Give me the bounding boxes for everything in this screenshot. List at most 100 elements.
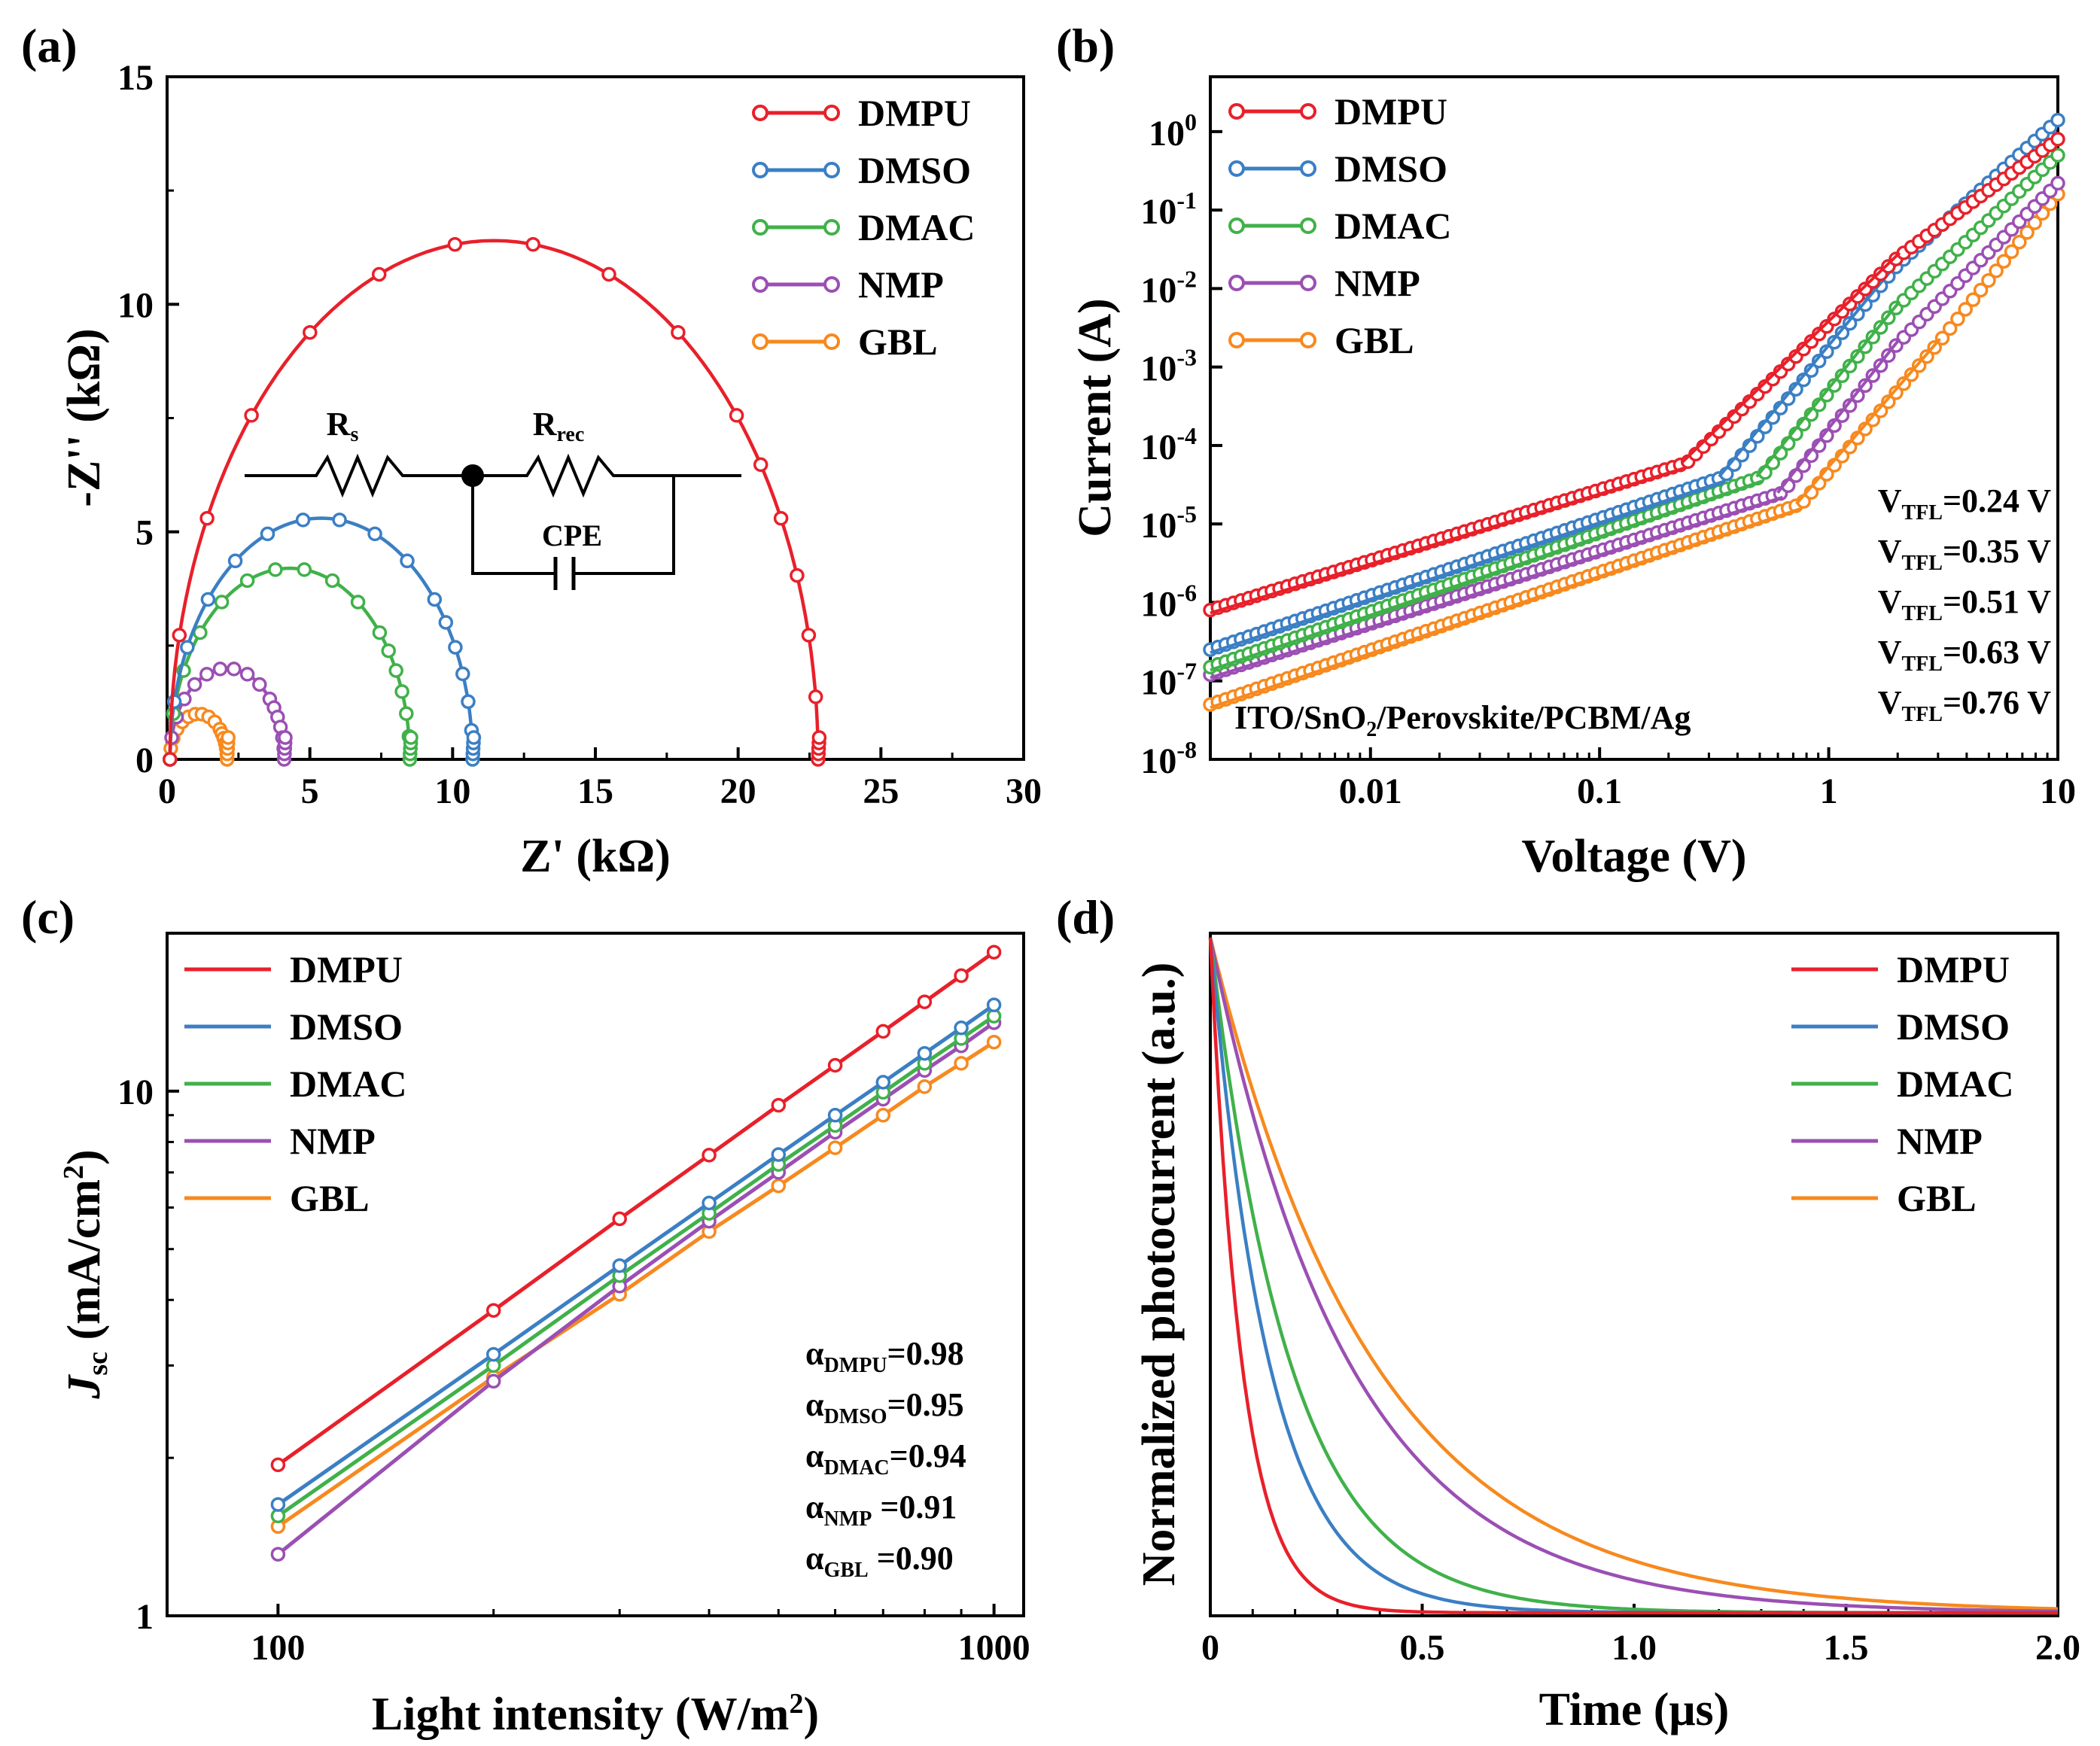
fit-tfl (1680, 251, 1901, 464)
data-point (702, 1195, 717, 1211)
data-point (270, 1497, 286, 1512)
ytick-exp: -6 (1176, 579, 1197, 606)
panel-d-series (1208, 937, 2059, 1615)
panel-d-ylabel: Normalized photocurrent (a.u.) (1134, 963, 1185, 1586)
data-point (1827, 334, 1842, 350)
alpha-symbol: α (805, 1386, 824, 1423)
legend-marker-dmso (752, 162, 768, 178)
data-point (447, 236, 463, 252)
panel-b-ytick-label: 10-4 (1140, 422, 1197, 467)
data-point (388, 663, 403, 678)
legend-marker-nmp (1228, 275, 1245, 291)
panel-a-xtick-label: 0 (158, 771, 176, 811)
ytick-base: 10 (1140, 584, 1176, 624)
legend-label-dmso: DMSO (1335, 148, 1447, 190)
data-point (1881, 394, 1896, 409)
series-line-gbl (1208, 937, 2059, 1611)
series-nmp (1208, 937, 2059, 1614)
panel-c-ylabel: Jsc (mA/cm2) (58, 1149, 114, 1399)
data-point (986, 944, 1002, 960)
vtfl-sub: TFL (1901, 602, 1942, 625)
panel-d-label: (d) (1056, 890, 1115, 944)
vtfl-label-dmpu: VTFL=0.24 V (1878, 482, 2052, 525)
ytick-base: 10 (1140, 663, 1176, 703)
vtfl-v: V (1878, 634, 1902, 671)
fit-ohmic (1210, 479, 1763, 672)
series-dmac (163, 562, 418, 767)
panel-a-xtick-label: 30 (1006, 771, 1042, 811)
legend-marker-dmso (1228, 160, 1245, 177)
panel-d-xtick-label: 1.5 (1824, 1628, 1869, 1668)
data-point (403, 730, 418, 745)
data-point (295, 513, 311, 528)
ytick-exp: -1 (1176, 187, 1197, 214)
data-point (1888, 385, 1904, 400)
data-point (350, 595, 366, 610)
panel-b-xtick-label: 1 (1820, 771, 1838, 811)
alpha-sub: DMSO (824, 1405, 887, 1428)
legend-label-dmpu: DMPU (1335, 90, 1447, 132)
legend-marker-nmp (1300, 275, 1316, 291)
legend-label-gbl: GBL (1335, 319, 1414, 361)
legend-marker-gbl (1300, 332, 1316, 348)
data-point (875, 1024, 891, 1039)
data-point (438, 615, 454, 630)
series-nmp (163, 662, 293, 767)
data-point (771, 1178, 787, 1194)
data-point (954, 1021, 969, 1036)
series-dmac (1203, 148, 2065, 675)
vtfl-v: V (1878, 533, 1902, 570)
data-point (303, 324, 318, 340)
vtfl-label-gbl: VTFL=0.76 V (1878, 684, 2052, 726)
panel-d-xtick-label: 2.0 (2035, 1628, 2080, 1668)
legend-marker-dmpu (1300, 103, 1316, 120)
data-point (466, 730, 482, 745)
panel-b-label: (b) (1056, 19, 1115, 72)
ytick-exp: -2 (1176, 265, 1197, 292)
legend-label-dmso: DMSO (1897, 1005, 2010, 1048)
panel-b-frame (1209, 75, 2059, 761)
panel-d: (d) 0 0.5 1.0 1.5 2.0 Time (μs) Normalized p… (1056, 890, 2080, 1735)
data-point (372, 625, 388, 640)
panel-d-xtick-label: 0.5 (1400, 1628, 1445, 1668)
data-point (227, 553, 243, 569)
data-point (239, 573, 255, 589)
data-point (400, 553, 415, 569)
series-dmac (270, 1008, 1002, 1524)
series-dmso (1203, 112, 2065, 657)
alpha-sub: NMP (824, 1507, 872, 1531)
data-point (811, 730, 827, 745)
data-point (2012, 234, 2027, 250)
vtfl-v: V (1878, 684, 1902, 721)
data-point (427, 592, 443, 607)
data-point (297, 562, 312, 577)
data-point (399, 706, 414, 721)
data-point (324, 573, 340, 589)
legend-marker-dmac (752, 219, 768, 236)
panel-d-xlabel: Time (μs) (1539, 1684, 1730, 1735)
legend-marker-dmpu (752, 105, 768, 121)
data-point (227, 662, 242, 677)
ytick-base: 10 (1140, 270, 1176, 310)
panel-c-ytick-labels: 1 10 (117, 1072, 154, 1637)
data-point (180, 640, 195, 655)
fit-tfl (1755, 300, 1901, 478)
cpe-label: CPE (542, 519, 602, 552)
panel-a-xtick-labels: 0 5 10 15 20 25 30 (158, 771, 1042, 811)
fit-ohmic (1210, 495, 1784, 680)
legend-marker-dmac (1228, 217, 1245, 234)
panel-a-label: (a) (21, 19, 78, 72)
data-point (172, 628, 187, 643)
legend-marker-dmpu (823, 105, 840, 121)
ytick-exp: -4 (1176, 422, 1197, 449)
series-line-dmpu (168, 239, 820, 760)
alpha-symbol: α (805, 1335, 824, 1372)
legend-label-dmso: DMSO (858, 149, 971, 191)
series-line-nmp (276, 1021, 996, 1556)
legend-marker-dmpu (1228, 103, 1245, 120)
panel-c-ticks (167, 1089, 996, 1617)
alpha-label-dmso: αDMSO=0.95 (805, 1386, 964, 1428)
data-point (525, 236, 540, 252)
alpha-label-dmac: αDMAC=0.94 (805, 1437, 966, 1480)
data-point (1842, 358, 1858, 374)
